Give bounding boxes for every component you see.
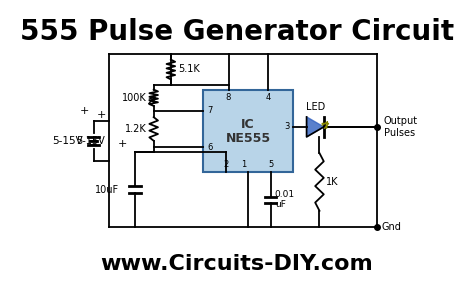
Text: www.Circuits-DIY.com: www.Circuits-DIY.com xyxy=(100,254,374,274)
Text: 8: 8 xyxy=(226,93,231,102)
Text: 1K: 1K xyxy=(326,177,339,187)
Text: IC: IC xyxy=(241,117,255,130)
Text: 1.2K: 1.2K xyxy=(125,124,147,134)
Text: 10uF: 10uF xyxy=(95,185,119,195)
Text: +: + xyxy=(80,106,90,115)
Text: 1: 1 xyxy=(241,160,246,169)
Text: Output
Pulses: Output Pulses xyxy=(384,116,418,138)
Text: +: + xyxy=(118,139,128,149)
Text: Gnd: Gnd xyxy=(381,222,401,232)
Text: LED: LED xyxy=(306,102,325,112)
Text: 6: 6 xyxy=(207,143,212,152)
Text: +: + xyxy=(97,110,107,121)
Text: 2: 2 xyxy=(223,160,228,169)
Text: 5-15V: 5-15V xyxy=(76,135,105,146)
FancyBboxPatch shape xyxy=(203,90,293,172)
Text: 4: 4 xyxy=(265,93,271,102)
Text: 5.1K: 5.1K xyxy=(178,64,200,75)
Text: 5: 5 xyxy=(268,160,273,169)
Text: 7: 7 xyxy=(207,106,212,115)
Text: 555 Pulse Generator Circuit: 555 Pulse Generator Circuit xyxy=(20,18,454,46)
Text: 3: 3 xyxy=(284,122,290,131)
Text: NE555: NE555 xyxy=(226,131,271,144)
Text: 5-15V: 5-15V xyxy=(53,135,83,146)
Text: 0.01
uF: 0.01 uF xyxy=(275,190,295,209)
Polygon shape xyxy=(307,117,324,137)
Text: 100K: 100K xyxy=(122,93,147,103)
